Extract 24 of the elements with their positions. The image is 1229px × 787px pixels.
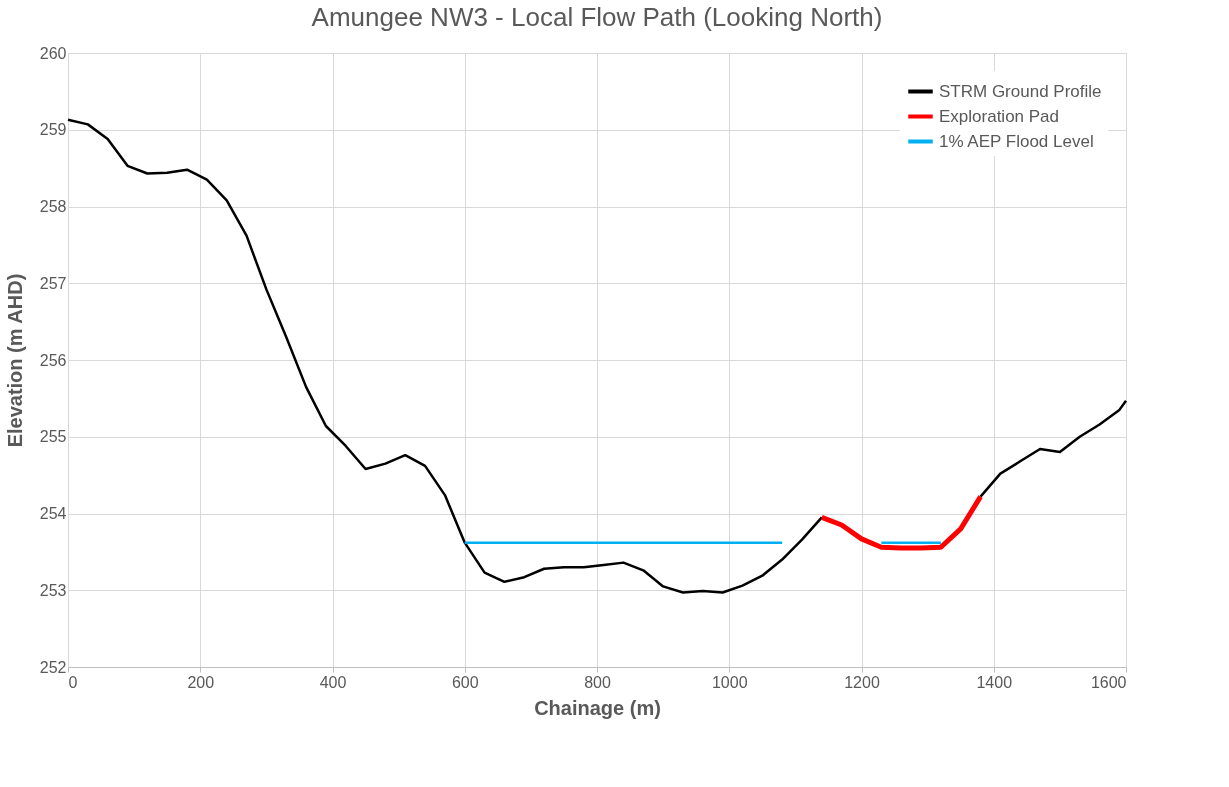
legend-label: Exploration Pad	[939, 106, 1060, 126]
x-tick-label: 800	[584, 673, 611, 691]
x-tick-label: 200	[187, 673, 215, 691]
y-tick-label: 253	[39, 581, 67, 599]
y-tick-label: 260	[39, 44, 67, 62]
x-tick-label: 0	[68, 673, 78, 691]
y-axis-title: Elevation (m AHD)	[3, 273, 26, 448]
x-tick-label: 600	[451, 673, 479, 691]
y-tick-label: 259	[39, 121, 67, 139]
y-tick-label: 257	[39, 274, 67, 292]
y-tick-label: 258	[39, 198, 67, 215]
x-tick-label: 1000	[711, 673, 748, 691]
y-tick-label: 254	[39, 505, 67, 522]
chart-title: Amungee NW3 - Local Flow Path (Looking North)	[311, 2, 883, 32]
x-tick-label: 1200	[844, 673, 880, 691]
x-tick-label: 1600	[1090, 673, 1127, 691]
x-axis-title: Chainage (m)	[534, 696, 661, 719]
x-tick-label: 1400	[976, 673, 1013, 691]
legend-label: STRM Ground Profile	[939, 81, 1102, 101]
y-tick-label: 255	[39, 428, 67, 446]
x-tick-label: 400	[319, 673, 347, 691]
legend-label: 1% AEP Flood Level	[939, 131, 1094, 151]
y-tick-label: 252	[39, 658, 67, 676]
y-tick-label: 256	[39, 351, 67, 369]
